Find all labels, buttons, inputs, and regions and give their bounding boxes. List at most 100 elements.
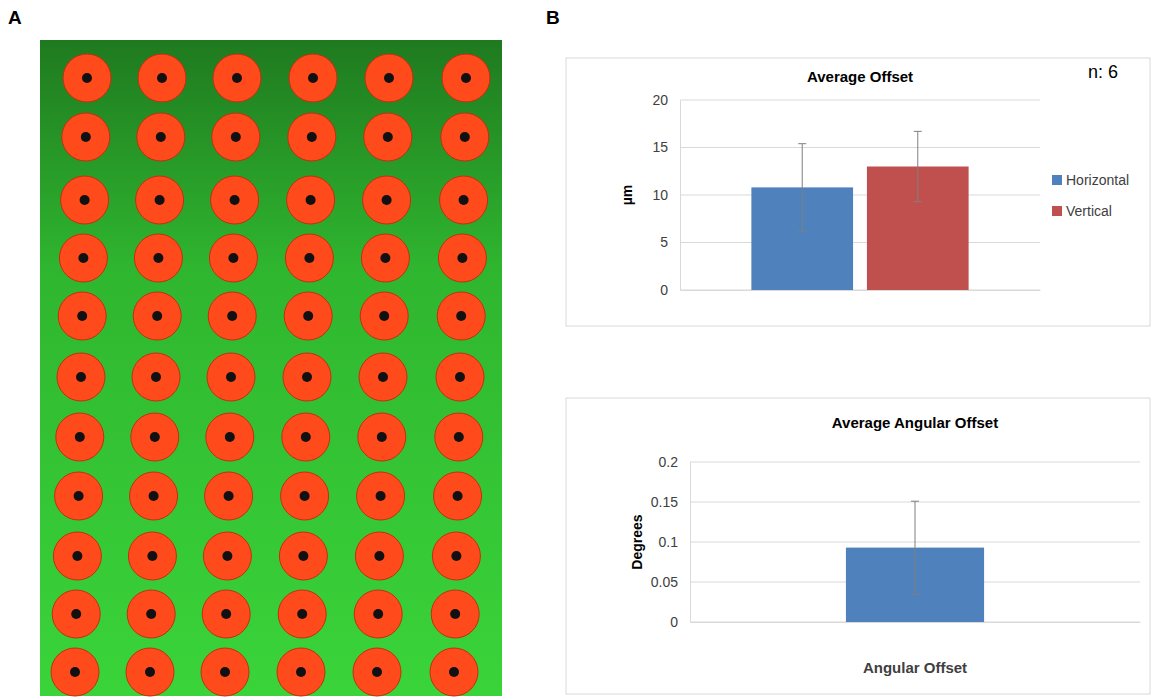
y-tick: 0 (660, 282, 680, 298)
micrograph-dot (153, 253, 163, 263)
micrograph-ring (207, 353, 255, 401)
legend-swatch (1052, 175, 1062, 185)
micrograph-dot (459, 195, 469, 205)
micrograph-ring (209, 234, 257, 282)
micrograph-dot (77, 311, 87, 321)
micrograph-dot (380, 253, 390, 263)
micrograph-dot (146, 609, 156, 619)
micrograph-ring (289, 54, 337, 102)
micrograph-ring (208, 292, 256, 340)
micrograph-ring (281, 472, 329, 520)
micrograph-dot (378, 372, 388, 382)
annotation: n: 6 (1088, 62, 1118, 82)
micrograph-dot (382, 195, 392, 205)
micrograph-ring (441, 113, 489, 161)
micrograph-ring (282, 413, 330, 461)
micrograph-ring (359, 353, 407, 401)
micrograph-dot (74, 491, 84, 501)
micrograph-dot (461, 73, 471, 83)
error-bar-cap (798, 143, 806, 144)
micrograph-ring (440, 176, 488, 224)
y-tick-label: 0 (660, 282, 668, 298)
x-axis-line (691, 622, 1141, 623)
micrograph-dot (455, 372, 465, 382)
micrograph-dot (454, 432, 464, 442)
micrograph-ring (62, 113, 110, 161)
micrograph-ring (130, 472, 178, 520)
grid-line (680, 290, 1040, 291)
micrograph-ring (206, 413, 254, 461)
micrograph-ring (355, 532, 403, 580)
micrograph-dot (302, 372, 312, 382)
y-tick-label: 0.1 (659, 534, 679, 550)
micrograph-dot (451, 551, 461, 561)
micrograph-ring (131, 413, 179, 461)
micrograph-dot (384, 73, 394, 83)
grid-line (690, 462, 1140, 463)
y-tick: 0.1 (659, 534, 690, 550)
y-tick-label: 0 (670, 614, 678, 630)
figure: AB05101520Average Offsetµmn: 6Horizontal… (0, 0, 1158, 700)
grid-line (680, 195, 1040, 196)
y-axis-title: Degrees (629, 514, 645, 569)
error-bar-cap (798, 231, 806, 232)
micrograph-ring (436, 353, 484, 401)
micrograph-ring (279, 532, 327, 580)
plot-area (751, 131, 968, 290)
micrograph-ring (434, 472, 482, 520)
micrograph-ring (361, 234, 409, 282)
micrograph-dot (232, 73, 242, 83)
micrograph-ring (354, 590, 402, 638)
micrograph-ring (138, 54, 186, 102)
error-bar-stem (917, 131, 918, 201)
y-tick: 20 (652, 92, 680, 108)
micrograph-ring (58, 292, 106, 340)
error-bar-cap (911, 594, 919, 595)
micrograph-dot (227, 311, 237, 321)
micrograph-ring (364, 113, 412, 161)
micrograph-ring (287, 176, 335, 224)
chart-panel: 05101520Average Offsetµmn: 6HorizontalVe… (566, 58, 1150, 326)
grid-line (680, 147, 1040, 148)
micrograph-dot (157, 73, 167, 83)
micrograph-ring (360, 292, 408, 340)
micrograph-dot (457, 253, 467, 263)
micrograph-dot (306, 195, 316, 205)
micrograph-dot (228, 253, 238, 263)
y-tick-label: 0.05 (651, 574, 678, 590)
micrograph-dot (308, 73, 318, 83)
micrograph-dot (72, 551, 82, 561)
y-tick: 5 (660, 234, 680, 250)
y-tick-label: 15 (652, 139, 668, 155)
chart-frame (566, 58, 1150, 326)
micrograph-ring (201, 648, 249, 696)
micrograph-ring (132, 353, 180, 401)
micrograph-dot (76, 372, 86, 382)
y-tick-label: 0.15 (651, 494, 678, 510)
error-bar (914, 131, 922, 201)
micrograph-dot (449, 667, 459, 677)
chart-title: Average Offset (807, 68, 913, 85)
error-bar-stem (802, 144, 803, 231)
micrograph-dot (150, 432, 160, 442)
micrograph-dot (225, 432, 235, 442)
micrograph-dot (372, 667, 382, 677)
y-tick-label: 20 (652, 92, 668, 108)
micrograph-ring (55, 472, 103, 520)
micrograph-dot (453, 491, 463, 501)
legend-label: Vertical (1066, 203, 1112, 219)
error-bar-stem (915, 501, 916, 594)
chart-panel: 00.050.10.150.2Angular OffsetAverage Ang… (566, 398, 1150, 694)
micrograph-dot (220, 667, 230, 677)
micrograph-ring (437, 292, 485, 340)
micrograph-ring (358, 413, 406, 461)
micrograph-ring (205, 472, 253, 520)
x-axis (681, 290, 1041, 292)
y-tick: 15 (652, 139, 680, 155)
micrograph-ring (52, 590, 100, 638)
y-tick-label: 0.2 (659, 454, 679, 470)
micrograph-dot (307, 132, 317, 142)
micrograph-dot (71, 609, 81, 619)
grid-line (680, 242, 1040, 243)
grid (690, 462, 1140, 622)
